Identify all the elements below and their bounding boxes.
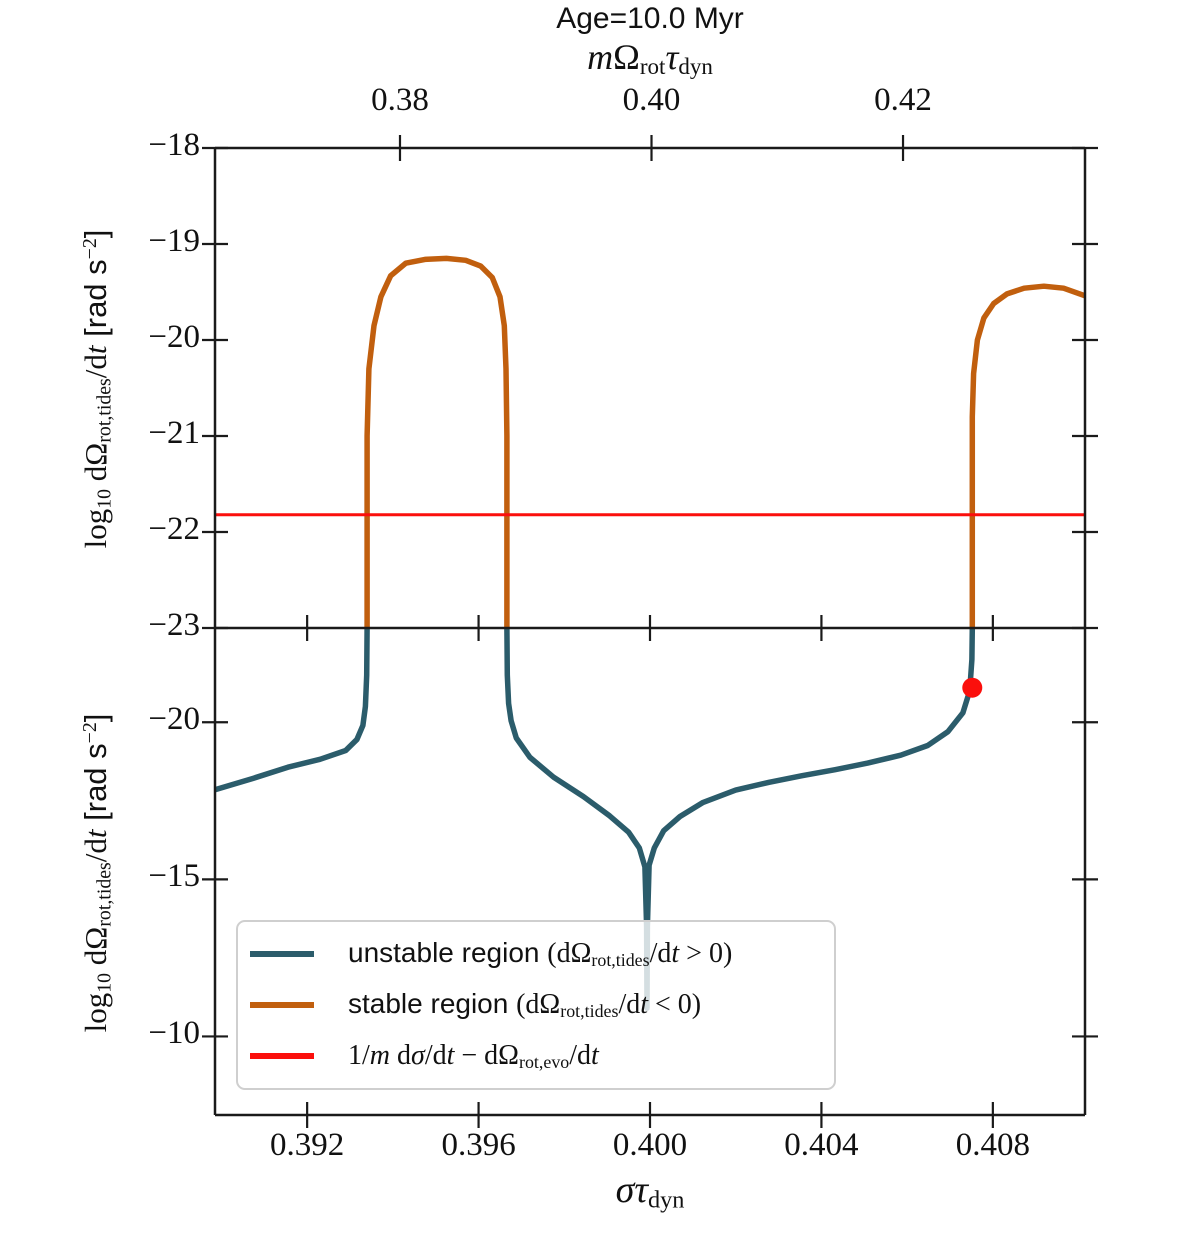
y-tick-label-top-panel: −20 [148,319,200,355]
legend: unstable region (dΩrot,tides/dt > 0) stab… [236,920,836,1090]
legend-swatch-threshold [250,1053,314,1060]
curves-group [215,255,1085,1011]
bottom-axis-tick-label: 0.392 [270,1127,345,1163]
plot-title: Age=10.0 Myr [556,2,744,35]
unstable-region-left-segment [215,627,370,793]
top-axis-tick-label: 0.40 [622,82,681,118]
y-tick-label-bottom-panel: −10 [148,1015,200,1052]
legend-swatch-stable [250,1001,314,1008]
current-state-marker [962,677,983,698]
legend-item-threshold: 1/m dσ/dt − dΩrot,evo/dt [250,1031,834,1082]
y-tick-label-top-panel: −21 [148,415,200,451]
spines-group [213,146,1087,1117]
bottom-axis-tick-label: 0.404 [784,1127,859,1163]
top-axis-tick-label: 0.42 [874,82,932,118]
stable-region-right-lobe [969,283,1085,628]
bottom-axis-tick-label: 0.396 [441,1127,516,1163]
stable-region-left-lobe [364,255,510,628]
legend-item-stable: stable region (dΩrot,tides/dt < 0) [250,979,834,1030]
bottom-axis-tick-label: 0.400 [612,1127,688,1163]
y-tick-label-top-panel: −18 [148,127,200,163]
y-tick-label-bottom-panel: −20 [148,701,200,738]
top-axis-tick-label: 0.38 [371,82,429,118]
top-axis-label: mΩrotτdyn [587,37,713,80]
y-tick-label-top-panel: −22 [148,511,200,547]
legend-swatch-unstable [250,950,314,957]
y-tick-label-top-panel: −19 [148,223,200,259]
bottom-axis-label: στdyn [615,1169,685,1214]
legend-label-stable: stable region (dΩrot,tides/dt < 0) [348,988,702,1021]
y-tick-label-top-panel: −23 [148,607,200,643]
legend-label-unstable: unstable region (dΩrot,tides/dt > 0) [348,936,733,970]
unstable-region-main-segment [504,627,976,1011]
legend-item-unstable: unstable region (dΩrot,tides/dt > 0) [250,928,834,979]
legend-label-threshold: 1/m dσ/dt − dΩrot,evo/dt [348,1039,599,1072]
y-tick-label-bottom-panel: −15 [148,858,200,895]
bottom-axis-tick-label: 0.408 [955,1127,1030,1163]
